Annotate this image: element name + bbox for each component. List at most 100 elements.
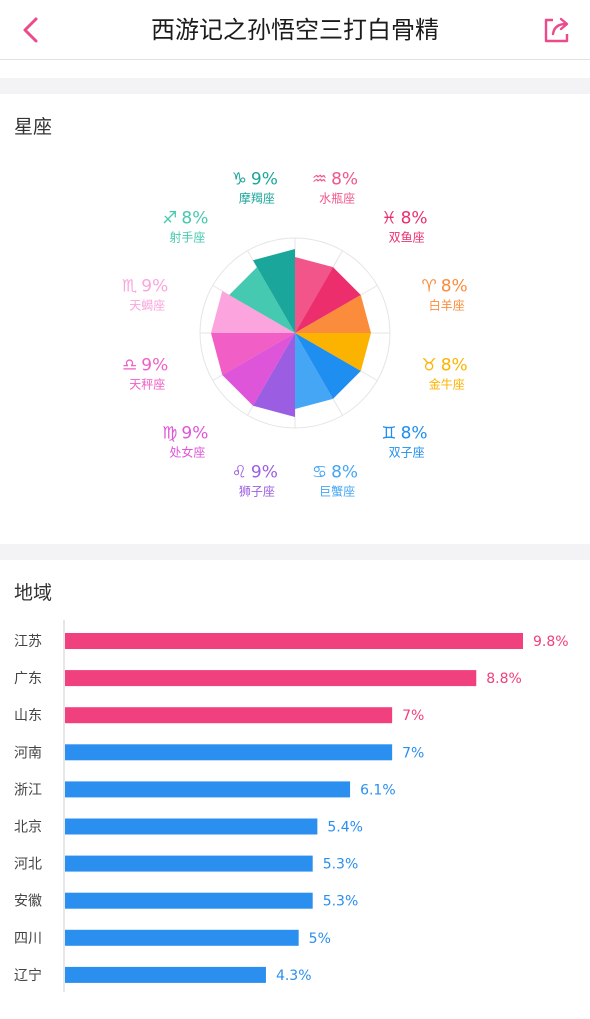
region-bar (65, 892, 313, 909)
region-value-label: 4.3% (276, 968, 312, 984)
zodiac-label: ♊ 8%双子座 (381, 423, 427, 459)
region-label: 安徽 (14, 894, 42, 910)
top-nav-bar: 西游记之孙悟空三打白骨精 (0, 0, 590, 60)
section-divider (0, 544, 590, 560)
region-label: 辽宁 (14, 967, 42, 984)
polar-wedge (295, 257, 333, 333)
region-value-label: 5.3% (323, 894, 359, 910)
zodiac-label: ♐ 8%射手座 (162, 209, 208, 245)
zodiac-name: 天蝎座 (129, 298, 165, 313)
zodiac-percent: 8% (441, 355, 468, 375)
region-bar (65, 929, 299, 946)
zodiac-percent: 8% (181, 209, 208, 229)
zodiac-label: ♎ 9%天秤座 (122, 355, 168, 391)
polar-wedge (211, 333, 295, 375)
region-bar (65, 781, 351, 798)
polar-wedge (295, 333, 333, 409)
zodiac-section-title: 星座 (14, 116, 53, 138)
zodiac-name: 双子座 (389, 444, 425, 459)
zodiac-percent: 9% (251, 463, 278, 483)
region-value-label: 7% (402, 708, 424, 724)
zodiac-name: 天秤座 (129, 376, 165, 391)
region-bar (65, 633, 523, 649)
zodiac-symbol-icon: ♏ (122, 277, 137, 297)
zodiac-name: 狮子座 (239, 484, 275, 499)
zodiac-symbol-icon: ♉ (421, 355, 436, 375)
zodiac-name: 白羊座 (429, 298, 465, 313)
region-bar-chart: 江苏 9.8% 广东 8.8% 山东 7% 河南 7% 浙江 6.1% 北京 5.4% 河北 5.3% 安徽… (14, 620, 569, 992)
zodiac-symbol-icon: ♊ (381, 423, 396, 443)
zodiac-label: ♈ 8%白羊座 (421, 277, 467, 313)
zodiac-symbol-icon: ♎ (122, 355, 137, 375)
zodiac-percent: 9% (141, 355, 168, 375)
zodiac-symbol-icon: ♈ (421, 277, 436, 297)
zodiac-label: ♍ 9%处女座 (162, 423, 208, 459)
chevron-left-icon[interactable] (14, 12, 50, 48)
polar-wedge (295, 295, 371, 333)
region-section-title: 地域 (14, 582, 53, 604)
zodiac-name: 摩羯座 (239, 190, 275, 205)
zodiac-name: 射手座 (169, 230, 205, 245)
share-icon[interactable] (538, 12, 574, 48)
zodiac-symbol-icon: ♌ (232, 463, 247, 483)
polar-wedge (295, 333, 371, 371)
region-label: 河北 (14, 857, 42, 873)
zodiac-name: 巨蟹座 (319, 484, 355, 499)
region-bar (65, 818, 318, 835)
region-value-label: 6.1% (360, 782, 396, 798)
region-value-label: 5.3% (323, 857, 359, 873)
zodiac-percent: 8% (331, 169, 358, 189)
zodiac-name: 水瓶座 (319, 190, 355, 205)
polar-wedge (253, 249, 295, 333)
region-label: 浙江 (14, 782, 42, 798)
polar-wedge (229, 267, 295, 333)
section-divider (0, 78, 590, 94)
region-label: 四川 (14, 931, 42, 947)
region-label: 北京 (14, 820, 42, 836)
zodiac-label: ♌ 9%狮子座 (232, 463, 278, 499)
region-value-label: 7% (402, 745, 424, 761)
zodiac-label: ♏ 9%天蝎座 (122, 277, 168, 313)
region-bar (65, 744, 393, 761)
zodiac-symbol-icon: ♍ (162, 423, 177, 443)
zodiac-name: 金牛座 (429, 376, 465, 391)
region-bar (65, 855, 313, 872)
zodiac-label: ♑ 9%摩羯座 (232, 169, 278, 205)
zodiac-symbol-icon: ♑ (232, 169, 247, 189)
zodiac-percent: 8% (401, 209, 428, 229)
zodiac-polar-chart: ♒ 8%水瓶座♓ 8%双鱼座♈ 8%白羊座♉ 8%金牛座♊ 8%双子座♋ 8%巨蟹座♌ 9%狮… (122, 169, 468, 499)
zodiac-symbol-icon: ♓ (381, 209, 396, 229)
polar-wedge (295, 267, 361, 333)
zodiac-name: 处女座 (169, 444, 205, 459)
region-label: 河南 (14, 745, 42, 761)
zodiac-symbol-icon: ♒ (312, 169, 327, 189)
page-title: 西游记之孙悟空三打白骨精 (151, 16, 439, 44)
zodiac-label: ♋ 8%巨蟹座 (312, 463, 358, 499)
polar-wedge (211, 291, 295, 333)
region-bar (65, 966, 266, 983)
zodiac-symbol-icon: ♋ (312, 463, 327, 483)
region-label: 江苏 (14, 634, 42, 650)
region-label: 山东 (14, 708, 42, 724)
zodiac-label: ♓ 8%双鱼座 (381, 209, 427, 245)
zodiac-percent: 8% (401, 423, 428, 443)
region-value-label: 9.8% (533, 634, 569, 650)
zodiac-percent: 9% (181, 423, 208, 443)
zodiac-percent: 9% (141, 277, 168, 297)
region-value-label: 5% (309, 931, 331, 947)
zodiac-label: ♒ 8%水瓶座 (312, 169, 358, 205)
region-bar (65, 670, 477, 687)
polar-wedges (211, 249, 371, 417)
zodiac-name: 双鱼座 (389, 230, 425, 245)
zodiac-percent: 8% (441, 277, 468, 297)
region-value-label: 8.8% (486, 671, 522, 687)
zodiac-label: ♉ 8%金牛座 (421, 355, 467, 391)
region-value-label: 5.4% (327, 820, 363, 836)
zodiac-symbol-icon: ♐ (162, 209, 177, 229)
region-label: 广东 (14, 671, 42, 687)
zodiac-percent: 8% (331, 463, 358, 483)
polar-wedge (295, 333, 361, 399)
polar-wedge (253, 333, 295, 417)
polar-wedge (222, 333, 295, 406)
zodiac-percent: 9% (251, 169, 278, 189)
